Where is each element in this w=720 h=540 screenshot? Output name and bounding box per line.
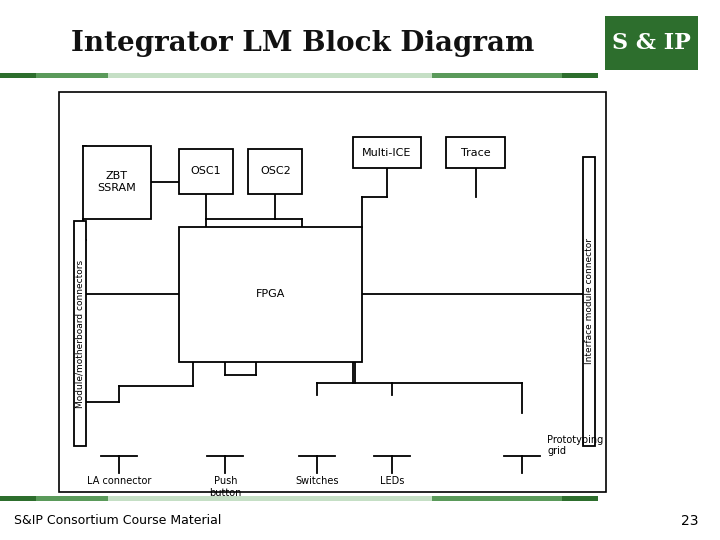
Bar [83, 146, 151, 219]
Text: OSC1: OSC1 [190, 166, 221, 177]
Text: OSC2: OSC2 [260, 166, 291, 177]
Bar [0, 496, 36, 501]
Bar [446, 137, 505, 168]
Bar [74, 221, 86, 446]
Text: Push
button: Push button [210, 476, 241, 498]
Bar [583, 157, 595, 446]
Bar [432, 73, 562, 78]
Bar [432, 496, 562, 501]
Bar [108, 496, 432, 501]
Text: Module/motherboard connectors: Module/motherboard connectors [76, 259, 85, 408]
Text: Integrator LM Block Diagram: Integrator LM Block Diagram [71, 30, 534, 57]
Bar [562, 496, 598, 501]
Bar [59, 92, 606, 492]
Text: Trace: Trace [461, 148, 491, 158]
Bar [36, 496, 108, 501]
Bar [108, 73, 432, 78]
Bar [179, 227, 362, 362]
Bar [179, 148, 233, 194]
Text: Interface module connector: Interface module connector [585, 238, 594, 364]
Text: LA connector: LA connector [86, 476, 151, 487]
Text: 23: 23 [681, 514, 698, 528]
Bar [248, 148, 302, 194]
Text: Multi-ICE: Multi-ICE [362, 148, 412, 158]
Bar [0, 73, 36, 78]
Text: ZBT
SSRAM: ZBT SSRAM [98, 172, 136, 193]
Text: S&IP Consortium Course Material: S&IP Consortium Course Material [14, 514, 222, 527]
Bar [353, 137, 421, 168]
Text: S & IP: S & IP [612, 32, 691, 54]
Bar [562, 73, 598, 78]
Text: Prototyping
grid: Prototyping grid [547, 435, 603, 456]
Bar [605, 16, 698, 70]
Text: FPGA: FPGA [256, 289, 285, 299]
Text: LEDs: LEDs [380, 476, 405, 487]
Bar [36, 73, 108, 78]
Text: Switches: Switches [295, 476, 338, 487]
